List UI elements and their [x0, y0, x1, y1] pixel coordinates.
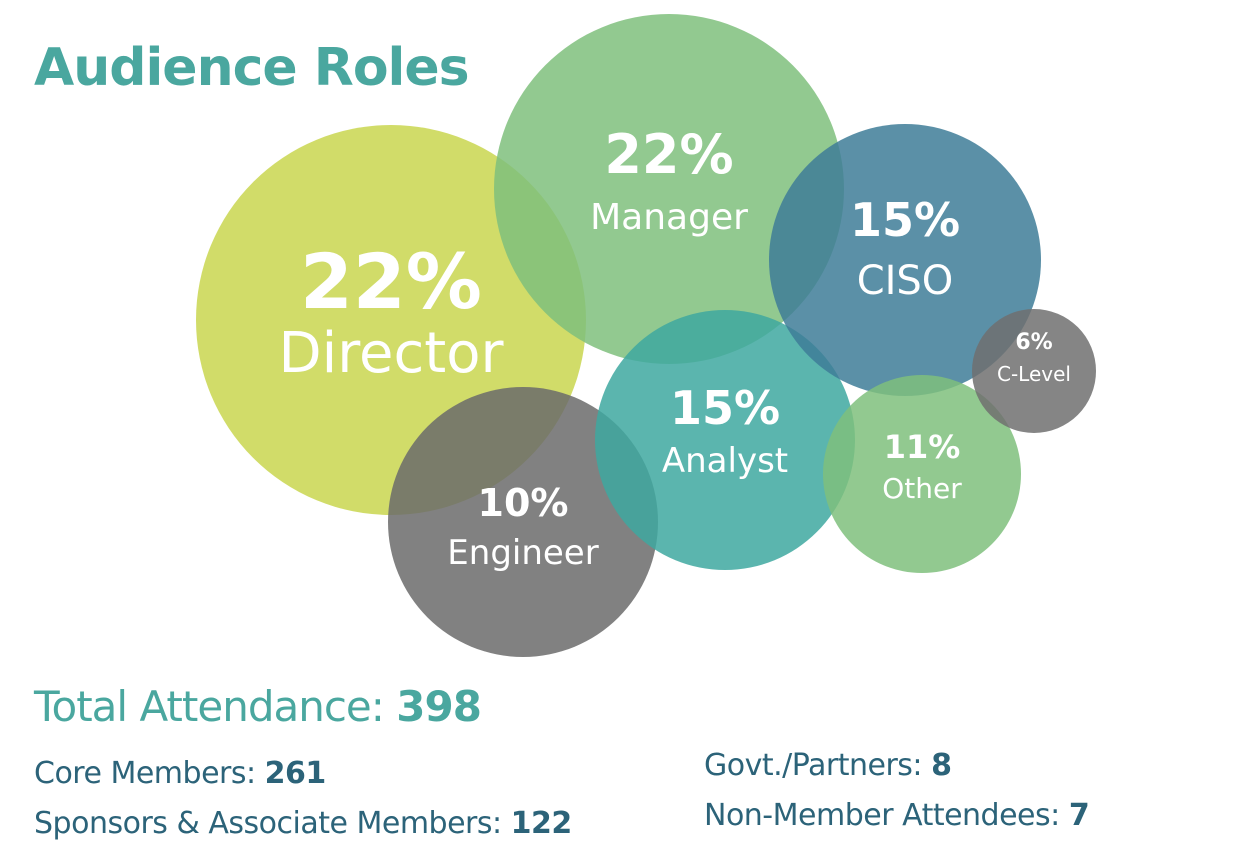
- bubble-label: Manager: [590, 197, 748, 238]
- bubble-label: CISO: [857, 258, 954, 304]
- total-label: Total Attendance:: [34, 682, 385, 731]
- stat-label: Sponsors & Associate Members:: [34, 806, 502, 841]
- bubble-other: [823, 375, 1021, 573]
- bubble-ciso: [769, 124, 1041, 396]
- bubble-percent: 15%: [670, 381, 780, 435]
- stat-value: 7: [1068, 798, 1090, 833]
- stat-label: Govt./Partners:: [704, 748, 923, 783]
- bubble-label: Analyst: [662, 441, 788, 481]
- stat-value: 122: [510, 806, 573, 841]
- stat-value: 8: [931, 748, 952, 783]
- bubble-percent: 22%: [300, 237, 482, 326]
- stat-govt-partners: Govt./Partners: 8: [704, 748, 952, 783]
- stat-value: 261: [264, 756, 327, 791]
- bubble-analyst: [595, 310, 855, 570]
- bubble-manager: [494, 14, 844, 364]
- bubble-percent: 15%: [850, 193, 960, 247]
- bubble-label: Engineer: [447, 533, 598, 573]
- bubble-percent: 22%: [604, 123, 733, 186]
- bubble-c-level: [972, 309, 1096, 433]
- bubble-label: C-Level: [997, 362, 1071, 386]
- bubble-percent: 11%: [884, 428, 961, 466]
- bubble-percent: 6%: [1015, 330, 1052, 355]
- stat-non-members: Non-Member Attendees: 7: [704, 798, 1090, 833]
- stat-label: Core Members:: [34, 756, 256, 791]
- stat-label: Non-Member Attendees:: [704, 798, 1060, 833]
- bubble-label: Director: [279, 321, 505, 386]
- bubble-label: Other: [882, 472, 962, 505]
- bubble-percent: 10%: [478, 481, 569, 525]
- total-value: 398: [396, 682, 482, 731]
- total-attendance: Total Attendance: 398: [34, 682, 482, 731]
- stat-sponsors: Sponsors & Associate Members: 122: [34, 806, 572, 841]
- stat-core-members: Core Members: 261: [34, 756, 326, 791]
- bubble-engineer: [388, 387, 658, 657]
- chart-title: Audience Roles: [34, 38, 470, 98]
